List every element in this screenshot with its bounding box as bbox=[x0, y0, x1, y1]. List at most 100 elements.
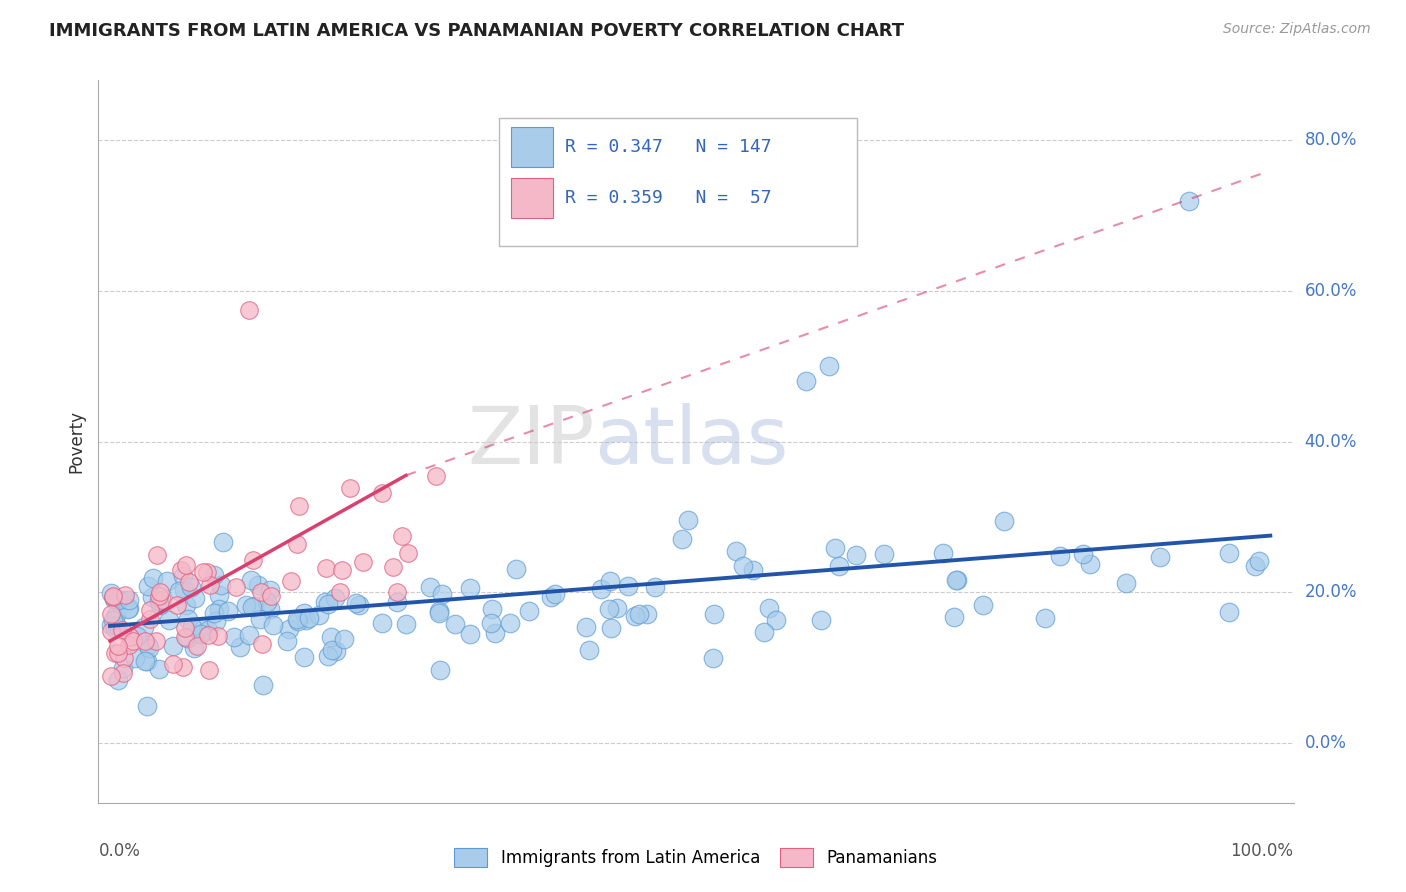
Point bbox=[104, 646, 127, 660]
Point bbox=[347, 598, 370, 612]
Point bbox=[112, 593, 135, 607]
Point bbox=[627, 607, 650, 621]
Point bbox=[339, 481, 361, 495]
Point bbox=[107, 592, 129, 607]
Point bbox=[249, 612, 271, 626]
Text: 0.0%: 0.0% bbox=[98, 842, 141, 860]
Point bbox=[617, 579, 640, 593]
Text: ZIP: ZIP bbox=[467, 402, 595, 481]
Text: R = 0.359   N =  57: R = 0.359 N = 57 bbox=[565, 189, 770, 207]
Point bbox=[211, 535, 233, 549]
Point bbox=[208, 602, 231, 616]
Point bbox=[460, 581, 482, 595]
Point bbox=[260, 589, 283, 603]
Point bbox=[207, 629, 229, 643]
Bar bbox=[510, 128, 553, 167]
Point bbox=[125, 629, 148, 643]
Point bbox=[391, 528, 413, 542]
Point bbox=[183, 641, 205, 656]
Point bbox=[208, 588, 231, 602]
Point bbox=[107, 639, 129, 653]
Point bbox=[162, 657, 184, 672]
Point bbox=[101, 591, 124, 605]
Point bbox=[250, 637, 273, 651]
Point bbox=[134, 633, 156, 648]
Point bbox=[139, 603, 162, 617]
Point bbox=[308, 607, 330, 622]
Text: 60.0%: 60.0% bbox=[1305, 282, 1357, 300]
Text: IMMIGRANTS FROM LATIN AMERICA VS PANAMANIAN POVERTY CORRELATION CHART: IMMIGRANTS FROM LATIN AMERICA VS PANAMAN… bbox=[49, 22, 904, 40]
Point bbox=[149, 585, 172, 599]
Point bbox=[157, 613, 180, 627]
Point bbox=[124, 651, 146, 665]
Point bbox=[636, 607, 658, 622]
Point bbox=[111, 665, 134, 680]
Point bbox=[217, 604, 239, 618]
Text: 0.0%: 0.0% bbox=[1305, 733, 1347, 752]
Point bbox=[173, 583, 195, 598]
Point bbox=[172, 568, 194, 582]
Point bbox=[117, 602, 139, 616]
Point bbox=[100, 669, 122, 683]
Point bbox=[644, 580, 666, 594]
Point bbox=[145, 549, 167, 563]
Point bbox=[430, 587, 453, 601]
Point bbox=[100, 617, 122, 632]
Point bbox=[197, 623, 219, 637]
Point bbox=[395, 616, 418, 631]
Point bbox=[197, 627, 219, 641]
Point bbox=[575, 620, 598, 634]
Text: 20.0%: 20.0% bbox=[1305, 583, 1357, 601]
Point bbox=[591, 582, 613, 597]
Point bbox=[202, 568, 225, 582]
Point bbox=[242, 599, 264, 613]
Point bbox=[314, 595, 336, 609]
Point bbox=[148, 662, 170, 676]
Point bbox=[225, 580, 247, 594]
Point bbox=[1071, 547, 1094, 561]
Point bbox=[209, 577, 232, 591]
Point bbox=[239, 573, 262, 587]
Point bbox=[765, 613, 787, 627]
Point bbox=[371, 615, 394, 630]
Point bbox=[931, 546, 953, 560]
Point bbox=[222, 631, 245, 645]
Point bbox=[138, 611, 160, 625]
Point bbox=[444, 617, 467, 632]
Point bbox=[112, 661, 135, 675]
Point bbox=[429, 663, 451, 677]
Point bbox=[174, 598, 197, 612]
Point bbox=[287, 614, 309, 628]
Point bbox=[190, 627, 212, 641]
Point bbox=[325, 644, 347, 658]
Point bbox=[352, 555, 374, 569]
Point bbox=[169, 584, 191, 599]
Point bbox=[202, 606, 225, 620]
Y-axis label: Poverty: Poverty bbox=[67, 410, 86, 473]
Point bbox=[943, 609, 966, 624]
Point bbox=[606, 601, 628, 615]
Point bbox=[517, 604, 540, 618]
Point bbox=[122, 634, 145, 648]
Point bbox=[371, 486, 394, 500]
Point bbox=[544, 586, 567, 600]
Text: 80.0%: 80.0% bbox=[1305, 131, 1357, 150]
Point bbox=[205, 614, 228, 628]
Point bbox=[287, 537, 309, 551]
Text: 100.0%: 100.0% bbox=[1230, 842, 1294, 860]
Point bbox=[166, 599, 188, 613]
Point bbox=[135, 698, 157, 713]
Point bbox=[425, 469, 447, 483]
Text: R = 0.347   N = 147: R = 0.347 N = 147 bbox=[565, 138, 770, 156]
Point bbox=[100, 586, 122, 600]
Point bbox=[136, 655, 159, 669]
Point bbox=[104, 621, 127, 635]
Point bbox=[1178, 194, 1201, 208]
Point bbox=[174, 558, 197, 572]
Point bbox=[818, 359, 841, 374]
Point bbox=[114, 588, 136, 602]
Point bbox=[873, 547, 896, 561]
Point bbox=[180, 580, 202, 594]
Point bbox=[111, 623, 134, 637]
Point bbox=[599, 574, 621, 588]
